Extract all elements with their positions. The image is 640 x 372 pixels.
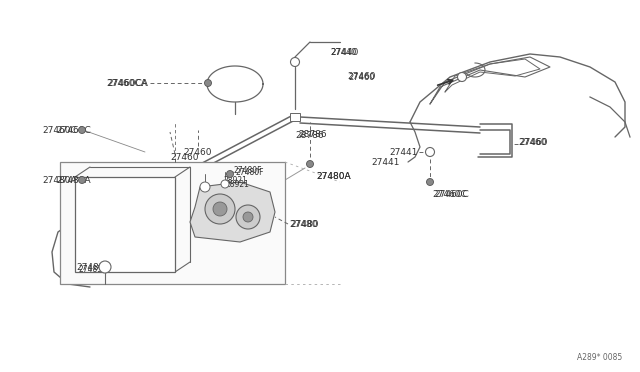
Text: 27460C: 27460C (432, 189, 467, 199)
Text: 27460CA: 27460CA (107, 78, 148, 87)
Text: 27480A: 27480A (316, 171, 351, 180)
Circle shape (426, 179, 433, 186)
Text: 28786: 28786 (298, 129, 326, 138)
Circle shape (243, 212, 253, 222)
Bar (75, 177, 175, 272)
Circle shape (458, 73, 467, 81)
Text: 27480F: 27480F (234, 166, 262, 174)
Polygon shape (190, 182, 275, 242)
Text: 27460: 27460 (348, 73, 374, 81)
Text: 27460CA: 27460CA (106, 78, 147, 87)
Text: 28921: 28921 (225, 180, 249, 189)
Circle shape (205, 80, 211, 87)
Text: 27480: 27480 (290, 219, 319, 228)
Circle shape (426, 148, 435, 157)
Circle shape (99, 261, 111, 273)
Bar (290, 113, 300, 121)
Circle shape (227, 170, 234, 177)
Circle shape (236, 205, 260, 229)
Circle shape (200, 182, 210, 192)
Text: 27480A: 27480A (42, 176, 77, 185)
Text: 27441: 27441 (390, 148, 418, 157)
Text: 27485: 27485 (76, 263, 104, 273)
Text: 28921: 28921 (224, 176, 248, 185)
Text: 27460: 27460 (519, 138, 547, 147)
Text: 27441: 27441 (372, 157, 400, 167)
Text: 27460: 27460 (347, 71, 376, 80)
Text: 28786: 28786 (295, 131, 324, 140)
Circle shape (79, 126, 86, 134)
Text: 27440: 27440 (330, 48, 356, 57)
Bar (60, 162, 285, 284)
Text: 27460C: 27460C (434, 189, 468, 199)
Text: 27460: 27460 (171, 153, 199, 161)
Circle shape (221, 180, 229, 188)
Text: 27485: 27485 (78, 264, 102, 273)
Circle shape (291, 58, 300, 67)
Text: 27480A: 27480A (316, 171, 351, 180)
Circle shape (307, 160, 314, 167)
Text: 27480: 27480 (289, 219, 317, 228)
Text: 27460C: 27460C (56, 125, 91, 135)
Text: A289* 0085: A289* 0085 (577, 353, 622, 362)
Circle shape (205, 194, 235, 224)
Text: 27480A: 27480A (56, 176, 91, 185)
Circle shape (79, 176, 86, 183)
Circle shape (213, 202, 227, 216)
Text: 27480F: 27480F (235, 167, 264, 176)
Text: 27440: 27440 (330, 48, 358, 57)
Text: 27460C: 27460C (42, 125, 77, 135)
Text: 27460: 27460 (184, 148, 212, 157)
Text: 27460: 27460 (518, 138, 547, 147)
